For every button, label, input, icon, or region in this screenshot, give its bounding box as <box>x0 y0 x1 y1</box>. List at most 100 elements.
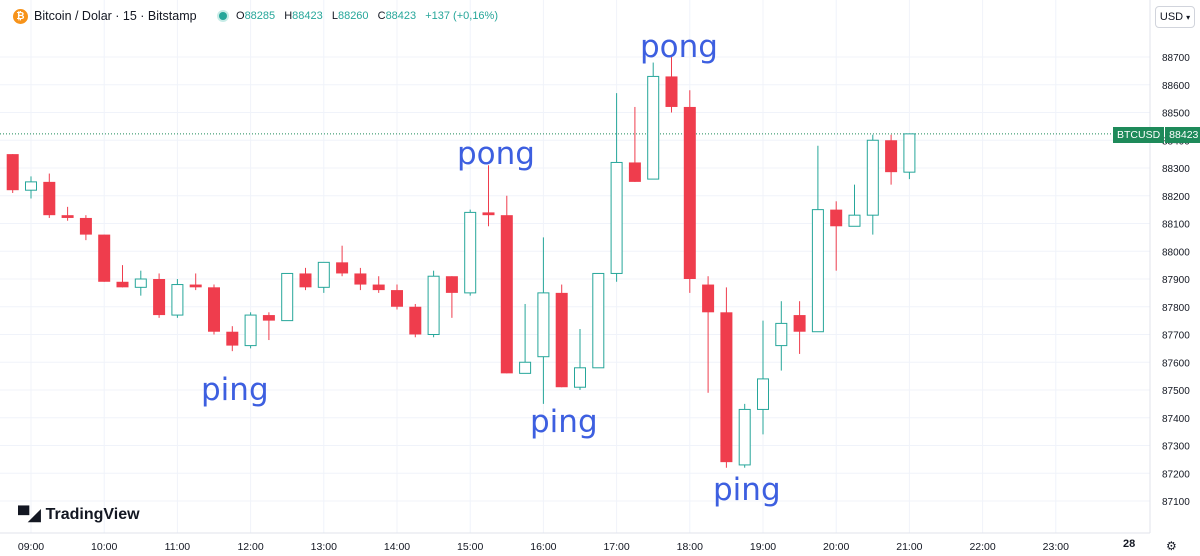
low-value: 88260 <box>337 10 369 22</box>
candle <box>336 245 349 277</box>
tradingview-logo[interactable]: ▀◢ TradingView <box>18 505 140 525</box>
y-tick-label: 88300 <box>1162 164 1190 175</box>
candle <box>683 90 696 293</box>
candle-body <box>848 214 861 227</box>
y-tick-label: 87700 <box>1162 331 1190 342</box>
currency-label: USD <box>1159 11 1184 23</box>
candle-body <box>757 378 769 410</box>
x-tick-label: 19:00 <box>750 541 776 553</box>
x-tick-label: 23:00 <box>1043 541 1069 553</box>
candle <box>189 273 202 291</box>
candle-body <box>555 292 568 388</box>
grid-lines <box>0 0 1150 533</box>
candle-body <box>903 133 916 173</box>
x-tick-label: 14:00 <box>384 541 410 553</box>
candle <box>702 276 715 393</box>
candle <box>830 201 843 271</box>
y-tick-label: 87400 <box>1162 414 1190 425</box>
ohlc-values: O88285 H88423 L88260 C88423 +137 (+0,16%… <box>236 10 504 22</box>
candle-body <box>464 211 477 294</box>
candle-body <box>519 361 532 374</box>
currency-button[interactable]: USD ▾ <box>1155 6 1195 28</box>
candle-body <box>409 306 422 335</box>
candle-body <box>592 272 605 369</box>
candle-body <box>610 161 623 274</box>
y-tick-label: 88700 <box>1162 53 1190 64</box>
candle <box>208 284 220 335</box>
candle-body <box>262 315 275 321</box>
candle-body <box>574 367 586 388</box>
time-axis[interactable]: 09:00 10:00 11:00 12:00 13:00 14:00 15:00 16:00… <box>18 541 1069 553</box>
brand-name: TradingView <box>45 506 140 523</box>
annotation-ping-3: ping <box>713 472 781 508</box>
candle-body <box>171 284 184 316</box>
x-tick-label: 20:00 <box>823 541 849 553</box>
x-tick-label: 13:00 <box>311 541 337 553</box>
candle <box>116 265 129 288</box>
candle-body <box>647 75 660 180</box>
candle <box>43 173 56 218</box>
change-value: +137 (+0,16%) <box>425 10 498 22</box>
x-tick-label: 22:00 <box>969 541 995 553</box>
candle <box>61 206 74 221</box>
market-status-icon <box>219 12 227 20</box>
candle-body <box>793 315 806 332</box>
candle <box>244 312 257 349</box>
candle <box>317 261 330 293</box>
current-price-tag: BTCUSD 88423 <box>1113 127 1200 143</box>
candle <box>134 270 147 296</box>
candle <box>885 134 898 185</box>
candle <box>372 276 385 293</box>
candle <box>409 303 422 338</box>
candle <box>354 267 367 291</box>
candle <box>6 154 19 193</box>
candle-body <box>500 215 513 374</box>
candle-body <box>25 181 37 191</box>
y-tick-label: 87600 <box>1162 358 1190 369</box>
candle-body <box>336 262 349 274</box>
candle <box>537 237 550 404</box>
candle <box>903 133 916 180</box>
candle-body <box>116 281 129 288</box>
y-tick-label: 87900 <box>1162 275 1190 286</box>
symbol-title[interactable]: Bitcoin / Dolar · 15 · Bitstamp <box>34 9 197 23</box>
candle-body <box>299 273 312 288</box>
x-tick-label: 09:00 <box>18 541 44 553</box>
price-tag-symbol: BTCUSD <box>1113 127 1165 143</box>
day-label: 28 <box>1123 538 1136 550</box>
x-tick-label: 15:00 <box>457 541 483 553</box>
tradingview-icon: ▀◢ <box>18 507 41 524</box>
candle-body <box>226 331 239 346</box>
settings-gear-icon[interactable]: ⚙ <box>1166 539 1177 553</box>
candle <box>25 176 37 199</box>
candle-body <box>43 181 56 216</box>
y-tick-label: 87300 <box>1162 442 1190 453</box>
candle-body <box>134 278 147 288</box>
annotation-pong-2: pong <box>640 29 718 65</box>
candle-body <box>683 106 696 279</box>
candle <box>610 93 623 282</box>
candle-body <box>830 209 843 227</box>
candle <box>757 320 769 435</box>
candle-body <box>189 284 202 288</box>
x-tick-label: 21:00 <box>896 541 922 553</box>
y-tick-label: 88000 <box>1162 247 1190 258</box>
candle <box>445 276 458 318</box>
open-value: 88285 <box>244 10 276 22</box>
candle <box>482 165 495 227</box>
high-label: H <box>284 10 293 22</box>
y-tick-label: 87100 <box>1162 497 1190 508</box>
candle-body <box>775 322 788 347</box>
price-axis[interactable]: 87100 87200 87300 87400 87500 87600 87700 87800… <box>1162 53 1190 508</box>
candle <box>500 195 513 374</box>
candle-body <box>885 140 898 173</box>
x-tick-label: 16:00 <box>530 541 556 553</box>
y-tick-label: 88200 <box>1162 192 1190 203</box>
candle-body <box>720 312 733 463</box>
chevron-down-icon: ▾ <box>1186 12 1191 22</box>
candle-body <box>98 234 111 282</box>
candle <box>79 215 92 241</box>
candle-body <box>153 279 166 316</box>
